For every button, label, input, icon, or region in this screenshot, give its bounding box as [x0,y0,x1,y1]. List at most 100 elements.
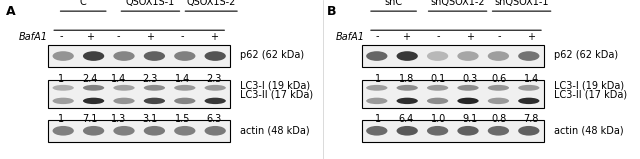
FancyBboxPatch shape [48,45,230,67]
Ellipse shape [397,98,418,104]
Text: C: C [80,0,86,7]
Ellipse shape [144,85,165,91]
FancyBboxPatch shape [362,120,544,142]
Text: 2.3: 2.3 [143,74,158,84]
Ellipse shape [52,126,74,136]
Ellipse shape [144,98,165,104]
Text: LC3-II (17 kDa): LC3-II (17 kDa) [554,90,627,100]
Text: +: + [403,32,410,41]
Text: BafA1: BafA1 [336,32,365,41]
Ellipse shape [518,98,540,104]
Text: 0.6: 0.6 [492,74,507,84]
Ellipse shape [366,98,387,104]
Ellipse shape [427,51,448,61]
Ellipse shape [83,51,104,61]
Text: 1: 1 [374,114,381,124]
Ellipse shape [52,51,74,61]
Text: 1.0: 1.0 [431,114,446,124]
Text: 1: 1 [374,74,381,84]
Text: 1.4: 1.4 [111,74,126,84]
Ellipse shape [458,126,479,136]
Text: A: A [6,5,16,18]
Text: -: - [436,32,440,41]
Text: QSOX1S-1: QSOX1S-1 [126,0,175,7]
Text: 1.3: 1.3 [111,114,126,124]
Text: 1.8: 1.8 [399,74,414,84]
Text: +: + [467,32,474,41]
Text: 0.8: 0.8 [492,114,507,124]
Ellipse shape [488,126,509,136]
Text: actin (48 kDa): actin (48 kDa) [240,125,310,135]
Ellipse shape [174,51,195,61]
FancyBboxPatch shape [362,45,544,67]
Text: BafA1: BafA1 [19,32,48,41]
Text: -: - [376,32,380,41]
Text: B: B [326,5,336,18]
Text: +: + [147,32,154,41]
Text: LC3-I (19 kDa): LC3-I (19 kDa) [240,80,310,90]
Text: 6.3: 6.3 [207,114,222,124]
Ellipse shape [366,51,387,61]
Ellipse shape [518,85,540,91]
Ellipse shape [427,85,448,91]
Ellipse shape [52,85,74,91]
Text: p62 (62 kDa): p62 (62 kDa) [554,50,618,60]
Text: -: - [59,32,63,41]
Text: 1.4: 1.4 [175,74,190,84]
Ellipse shape [144,126,165,136]
Ellipse shape [205,98,226,104]
Text: 6.4: 6.4 [399,114,414,124]
Text: 7.1: 7.1 [82,114,97,124]
Ellipse shape [488,85,509,91]
Text: -: - [180,32,184,41]
Text: 0.3: 0.3 [463,74,478,84]
Ellipse shape [397,51,418,61]
Text: 1.5: 1.5 [175,114,190,124]
Text: 7.8: 7.8 [524,114,539,124]
Text: LC3-II (17 kDa): LC3-II (17 kDa) [240,90,313,100]
FancyBboxPatch shape [48,80,230,108]
Text: +: + [211,32,218,41]
Ellipse shape [518,51,540,61]
Text: 1.4: 1.4 [524,74,539,84]
Ellipse shape [113,98,134,104]
Text: 2.3: 2.3 [207,74,222,84]
Ellipse shape [113,51,134,61]
Text: +: + [527,32,535,41]
Text: 9.1: 9.1 [463,114,478,124]
Ellipse shape [488,98,509,104]
Text: shQSOX1-2: shQSOX1-2 [430,0,485,7]
Text: -: - [116,32,120,41]
Text: 1: 1 [58,74,64,84]
Ellipse shape [113,85,134,91]
Ellipse shape [52,98,74,104]
Ellipse shape [174,85,195,91]
Text: p62 (62 kDa): p62 (62 kDa) [240,50,304,60]
Ellipse shape [427,126,448,136]
Ellipse shape [427,98,448,104]
Ellipse shape [205,85,226,91]
Text: shQSOX1-1: shQSOX1-1 [494,0,549,7]
Ellipse shape [83,85,104,91]
Ellipse shape [113,126,134,136]
Ellipse shape [83,126,104,136]
Text: actin (48 kDa): actin (48 kDa) [554,125,623,135]
Text: QSOX1S-2: QSOX1S-2 [186,0,236,7]
FancyBboxPatch shape [362,80,544,108]
Text: LC3-I (19 kDa): LC3-I (19 kDa) [554,80,624,90]
Ellipse shape [205,126,226,136]
Text: shC: shC [385,0,403,7]
FancyBboxPatch shape [48,120,230,142]
Ellipse shape [518,126,540,136]
Ellipse shape [83,98,104,104]
Ellipse shape [397,126,418,136]
Ellipse shape [366,126,387,136]
Ellipse shape [458,51,479,61]
Text: +: + [86,32,93,41]
Text: 3.1: 3.1 [143,114,158,124]
Ellipse shape [366,85,387,91]
Text: -: - [497,32,501,41]
Text: 0.1: 0.1 [431,74,446,84]
Ellipse shape [458,98,479,104]
Ellipse shape [205,51,226,61]
